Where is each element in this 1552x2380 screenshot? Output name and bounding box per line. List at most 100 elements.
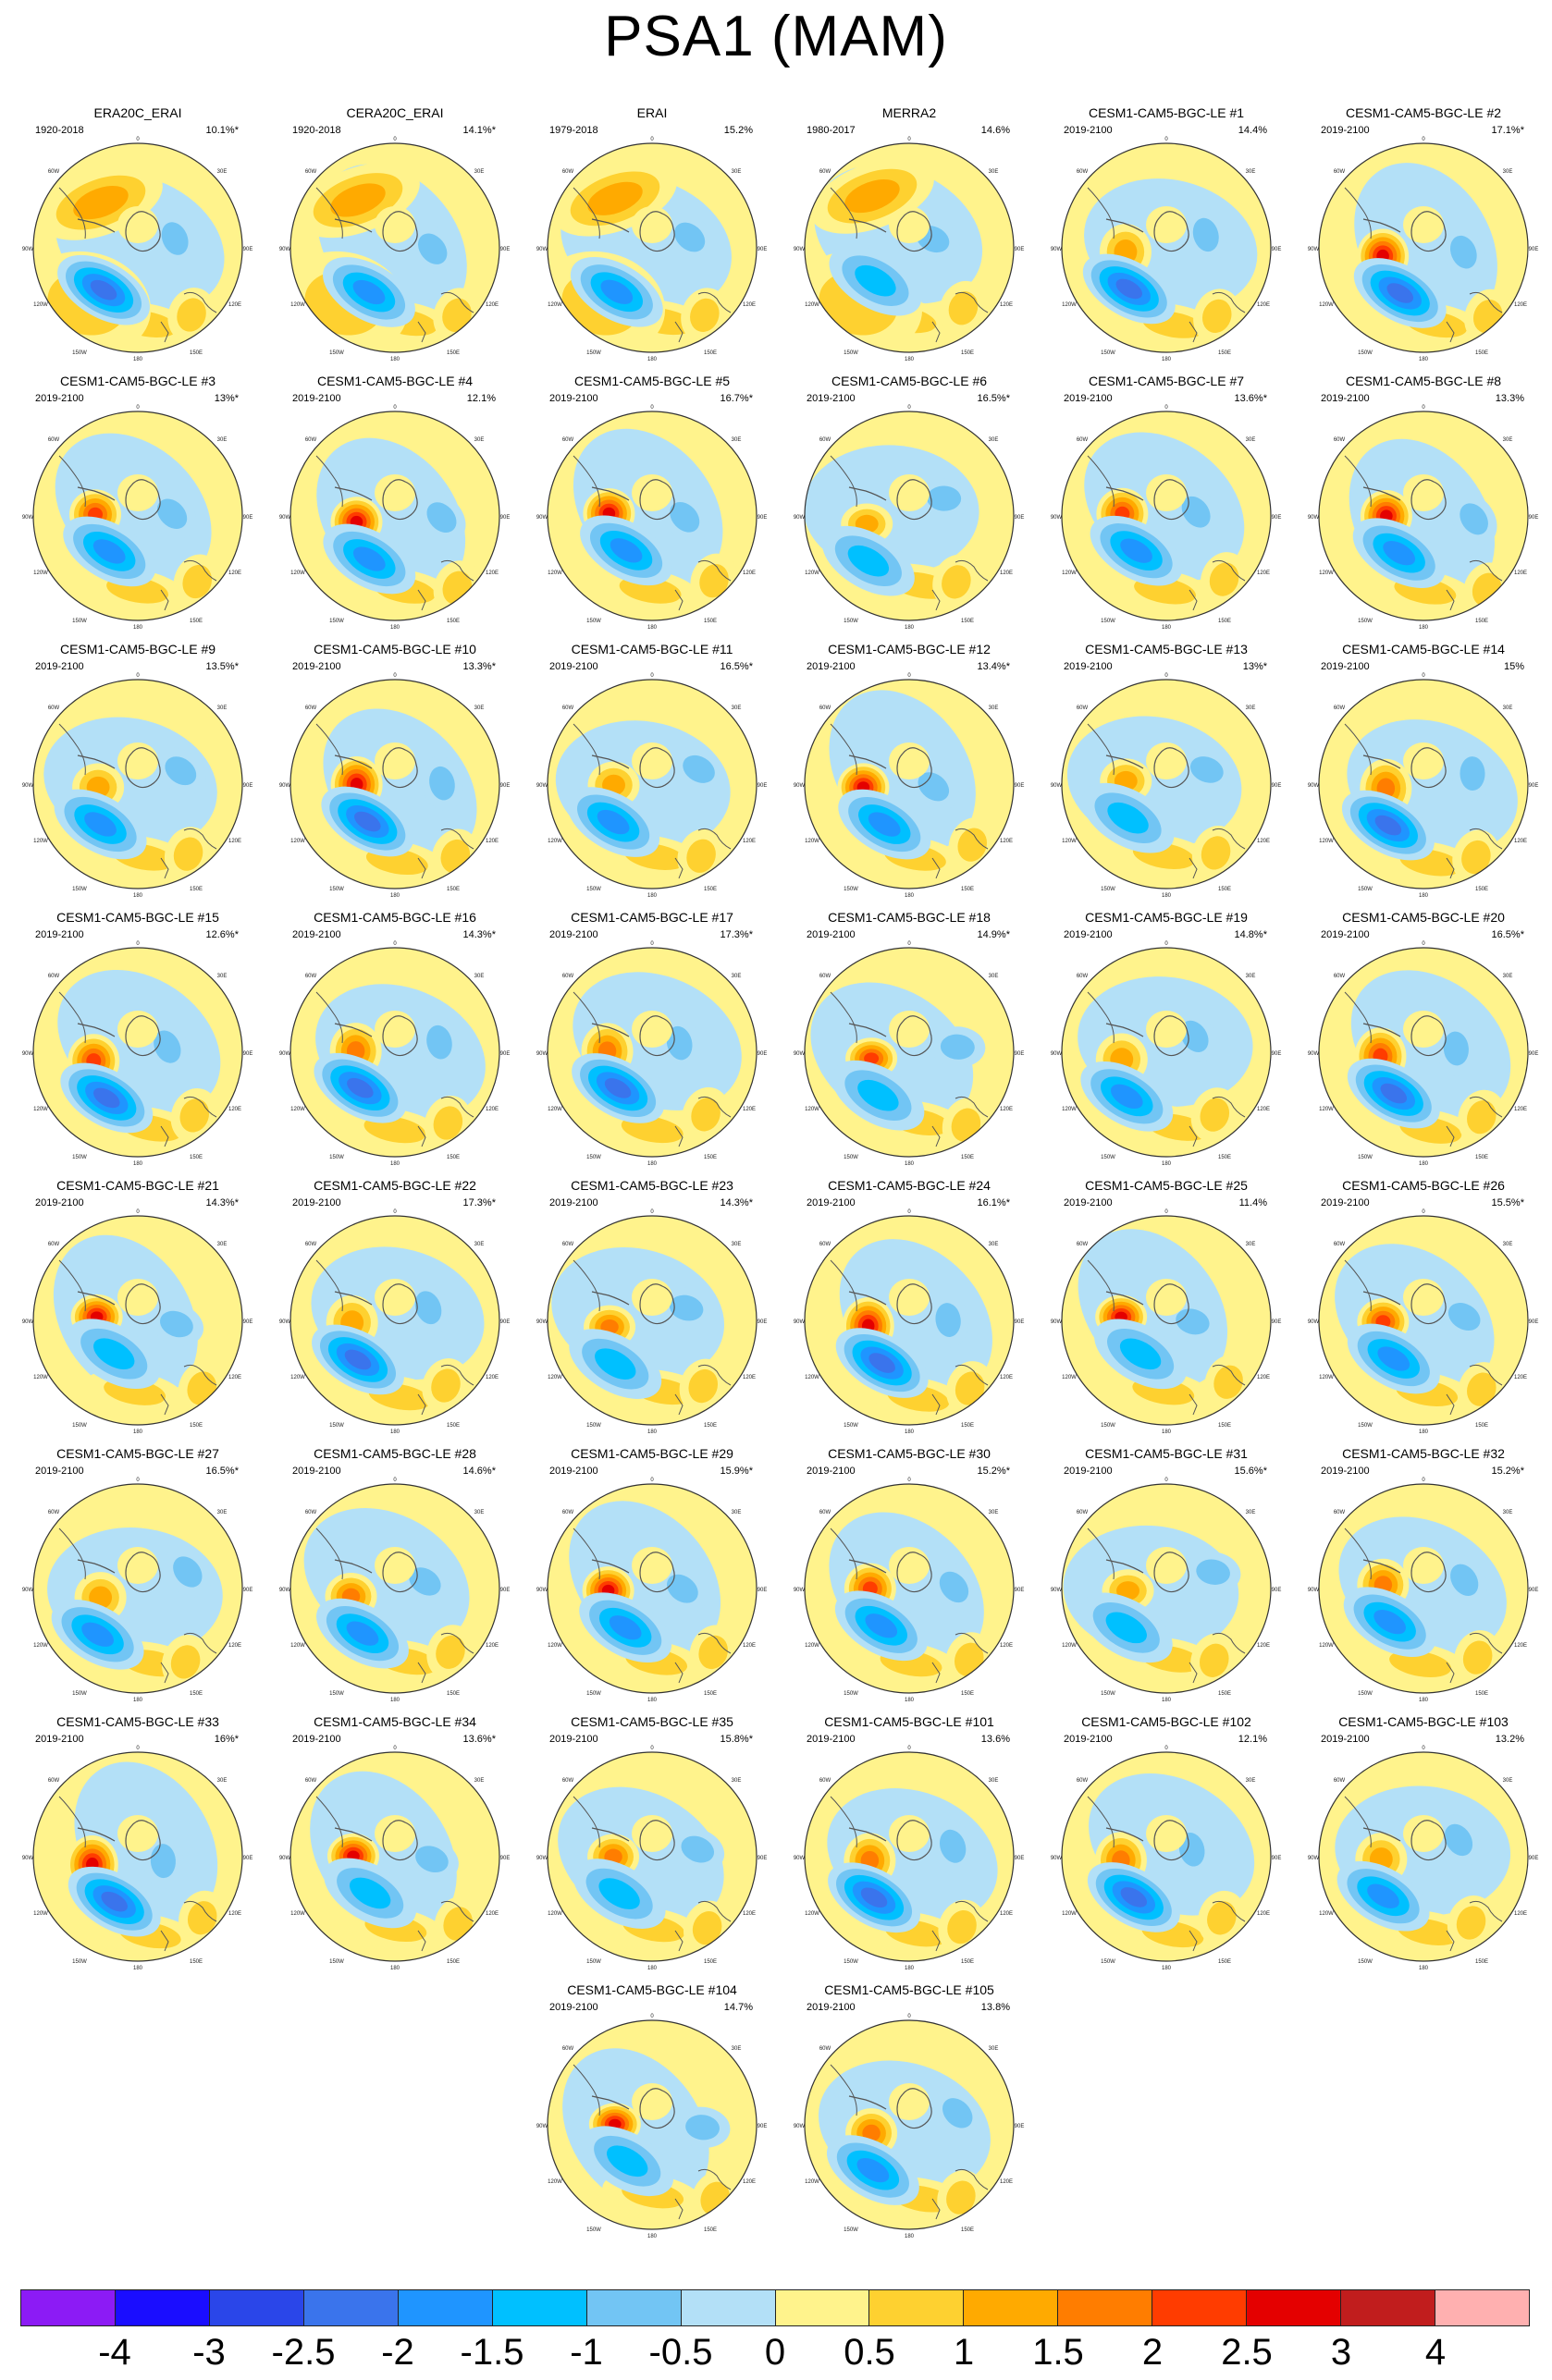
polar-stereographic-map: 0 60W 30E 90W 90E 120W 120E 150W 150E 180 <box>22 1746 253 1971</box>
longitude-label: 150E <box>1218 1155 1231 1160</box>
longitude-label: 0 <box>1422 1746 1425 1751</box>
panel-title: CESM1-CAM5-BGC-LE #101 <box>824 1714 994 1729</box>
panel-variance: 13.2% <box>1495 1734 1524 1745</box>
coastline <box>591 1283 675 1325</box>
longitude-label: 180 <box>390 1429 400 1435</box>
positive-anomaly-region <box>632 1011 672 1048</box>
coastline <box>315 1259 474 1416</box>
longitude-label: 120W <box>548 2179 562 2185</box>
longitude-label: 90W <box>794 247 806 252</box>
colorbar-swatch <box>1152 2290 1248 2325</box>
map-rim <box>1318 1483 1529 1694</box>
positive-anomaly-region <box>889 474 930 511</box>
coastline <box>830 187 989 343</box>
panel-period: 2019-2100 <box>292 1466 341 1477</box>
colorbar-swatch <box>115 2290 210 2325</box>
panel-period: 2019-2100 <box>1064 1734 1113 1745</box>
positive-anomaly-region <box>681 288 729 343</box>
longitude-label: 120E <box>228 1107 241 1112</box>
map-panel: CESM1-CAM5-BGC-LE #3 2019-2100 13%* 0 60W 30E… <box>9 373 266 641</box>
negative-anomaly-centre <box>60 1062 154 1134</box>
longitude-label: 150E <box>1218 1959 1231 1965</box>
longitude-label: 120W <box>290 1911 305 1917</box>
longitude-label: 90W <box>22 1856 34 1861</box>
negative-anomaly-centre <box>835 1328 929 1398</box>
longitude-label: 90E <box>1272 515 1282 521</box>
longitude-label: 90W <box>22 1319 34 1325</box>
map-rim <box>804 679 1015 889</box>
longitude-label: 30E <box>217 1510 228 1515</box>
longitude-label: 150W <box>1101 887 1115 892</box>
longitude-label: 60W <box>819 1242 831 1247</box>
map-panel: ERA20C_ERAI 1920-2018 10.1%* 0 60W 30E 90W 90E 1… <box>9 104 266 373</box>
panel-title: CESM1-CAM5-BGC-LE #1 <box>1088 105 1245 120</box>
longitude-label: 120W <box>290 302 305 308</box>
positive-anomaly-region <box>375 742 415 779</box>
longitude-label: 120W <box>1319 1107 1334 1112</box>
longitude-label: 120W <box>548 302 562 308</box>
panel-variance: 15.9%* <box>720 1466 753 1477</box>
panel-period: 2019-2100 <box>292 393 341 404</box>
coastline <box>848 479 932 521</box>
positive-anomaly-region <box>1403 1815 1444 1852</box>
map-panel: CESM1-CAM5-BGC-LE #16 2019-2100 14.3%* 0 60W… <box>266 909 523 1177</box>
negative-anomaly-region <box>404 1837 459 1882</box>
longitude-label: 150W <box>72 1959 87 1965</box>
longitude-label: 120E <box>1257 302 1270 308</box>
longitude-label: 90E <box>1272 1319 1282 1325</box>
map-panel: CESM1-CAM5-BGC-LE #13 2019-2100 13%* 0 60W 30… <box>1038 641 1295 909</box>
panel-title: CESM1-CAM5-BGC-LE #16 <box>314 910 476 925</box>
longitude-label: 30E <box>989 1778 999 1784</box>
longitude-label: 30E <box>217 169 228 175</box>
longitude-label: 90W <box>536 1588 548 1593</box>
longitude-label: 120W <box>548 839 562 844</box>
longitude-label: 30E <box>1503 169 1513 175</box>
longitude-label: 120W <box>33 302 48 308</box>
positive-anomaly-region <box>1146 1547 1187 1584</box>
longitude-label: 30E <box>732 974 742 979</box>
negative-anomaly-centre <box>312 1324 404 1395</box>
longitude-label: 120W <box>548 1643 562 1649</box>
coastline <box>1087 455 1246 611</box>
panel-title: CESM1-CAM5-BGC-LE #18 <box>828 910 991 925</box>
negative-anomaly-centre <box>51 1599 144 1670</box>
negative-anomaly-centre <box>821 525 915 596</box>
longitude-label: 60W <box>305 1778 317 1784</box>
longitude-label: 150E <box>190 1155 203 1160</box>
longitude-label: 90E <box>1529 783 1539 789</box>
longitude-label: 150E <box>447 1155 460 1160</box>
longitude-label: 90E <box>1015 515 1025 521</box>
positive-anomaly-region <box>889 742 930 779</box>
longitude-label: 180 <box>1419 1966 1429 1971</box>
coastline <box>58 1259 217 1416</box>
colorbar-tick-label: 2 <box>1141 2332 1164 2373</box>
map-panel: CESM1-CAM5-BGC-LE #30 2019-2100 15.2%* 0 60W… <box>781 1445 1038 1713</box>
longitude-label: 30E <box>732 705 742 711</box>
negative-anomaly-centre <box>581 2126 674 2197</box>
longitude-label: 120E <box>1514 1643 1527 1649</box>
coastline <box>77 747 161 789</box>
polar-stereographic-map: 0 60W 30E 90W 90E 120W 120E 150W 150E 180 <box>794 941 1024 1167</box>
longitude-label: 90E <box>243 1051 253 1057</box>
longitude-label: 60W <box>819 1510 831 1515</box>
longitude-label: 120E <box>228 1375 241 1380</box>
panel-variance: 13.6%* <box>1234 393 1267 404</box>
colorbar-swatch <box>586 2290 682 2325</box>
negative-anomaly-region <box>672 746 725 792</box>
map-panel: CESM1-CAM5-BGC-LE #29 2019-2100 15.9%* 0 60W… <box>523 1445 781 1713</box>
positive-anomaly-region <box>1146 1279 1187 1316</box>
longitude-label: 180 <box>905 1429 915 1435</box>
negative-anomaly-centre <box>63 516 156 587</box>
longitude-label: 150E <box>704 1155 717 1160</box>
negative-anomaly-region <box>674 2106 731 2148</box>
panel-title: CESM1-CAM5-BGC-LE #33 <box>56 1714 219 1729</box>
panel-variance: 16.5%* <box>977 393 1010 404</box>
colorbar-tick-label: -1.5 <box>460 2332 524 2373</box>
positive-anomaly-region <box>117 1547 158 1584</box>
longitude-label: 90E <box>758 2124 768 2129</box>
panel-period: 2019-2100 <box>1064 1466 1113 1477</box>
positive-anomaly-region <box>1193 288 1241 344</box>
longitude-label: 150W <box>844 1423 858 1429</box>
negative-anomaly-centre <box>834 1590 928 1662</box>
longitude-label: 90W <box>22 247 34 252</box>
